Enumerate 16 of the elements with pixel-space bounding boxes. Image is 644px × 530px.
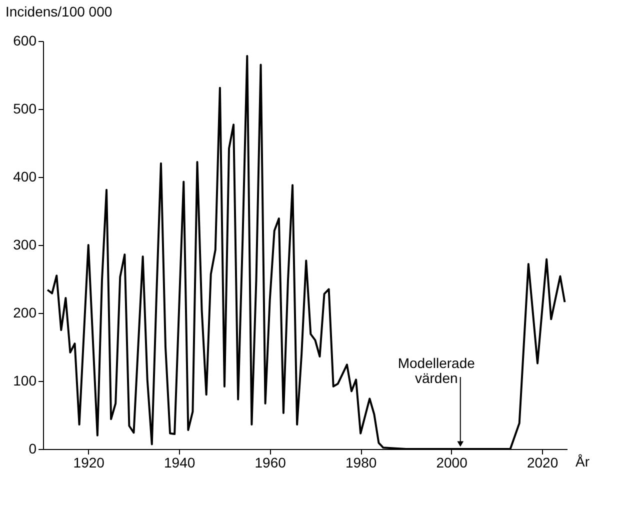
y-tick-label: 400 xyxy=(13,168,37,184)
y-tick-label: 300 xyxy=(13,236,37,252)
x-tick-label: 2000 xyxy=(436,454,468,470)
annotation: Modellerade värden xyxy=(398,355,476,386)
x-tick-label: 1980 xyxy=(346,454,377,470)
x-tick-label: 2020 xyxy=(526,454,558,470)
y-tick-label: 200 xyxy=(13,304,37,320)
x-tick-label: 1940 xyxy=(164,454,196,470)
y-tick-label: 600 xyxy=(13,32,37,48)
y-tick-label: 0 xyxy=(28,440,37,456)
x-tick-label: 1920 xyxy=(73,454,105,470)
x-tick-label: 1960 xyxy=(254,454,286,470)
x-axis-title: År xyxy=(576,454,590,470)
y-tick-label: 500 xyxy=(13,100,37,116)
y-axis-title: Incidens/100 000 xyxy=(6,4,112,20)
y-tick-label: 100 xyxy=(13,372,37,388)
